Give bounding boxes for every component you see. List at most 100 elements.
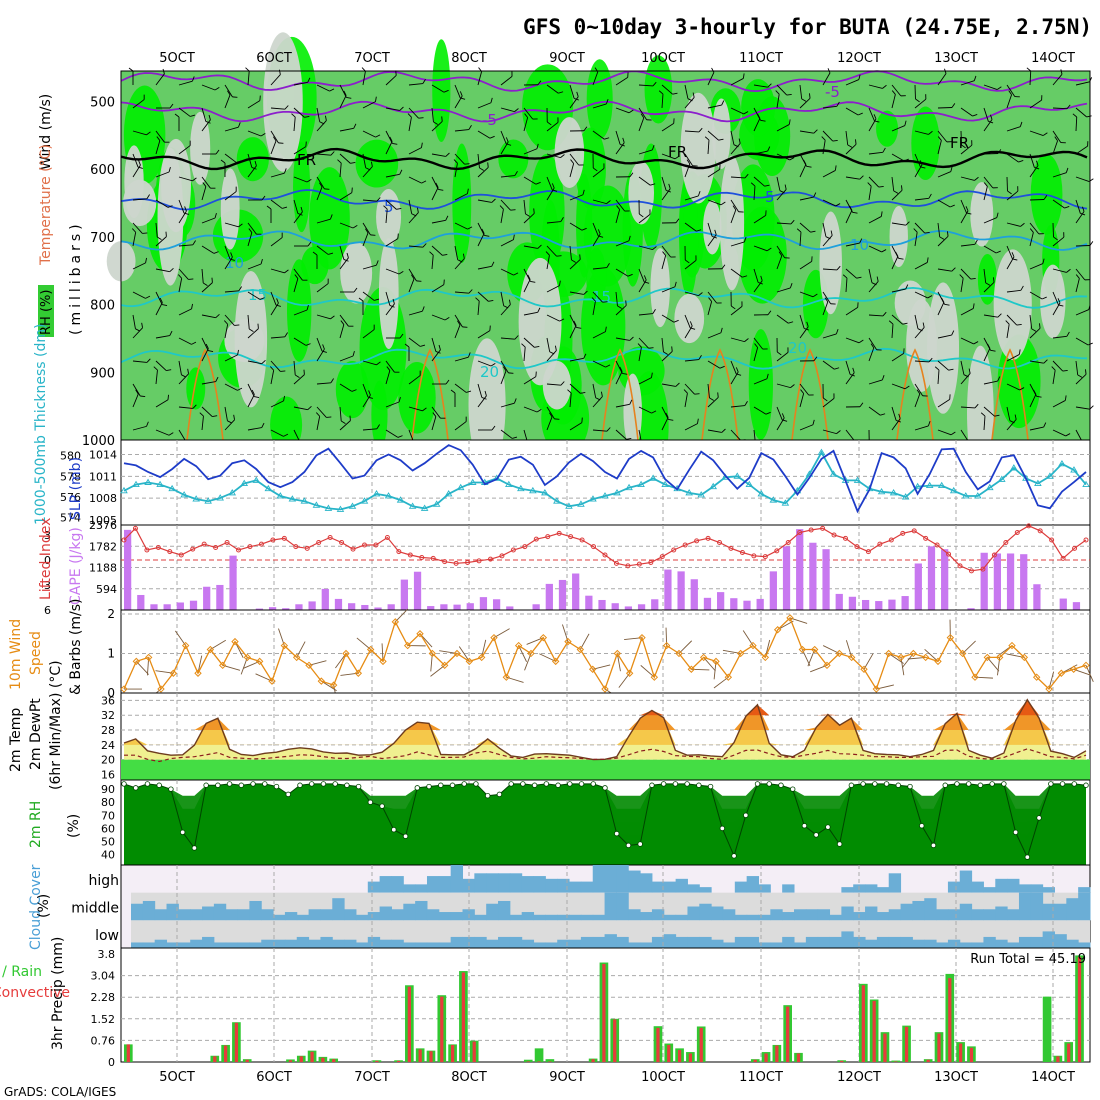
wind-barb [454, 320, 461, 339]
barb-staff [132, 153, 139, 168]
wind10-barb [562, 624, 569, 642]
barb-flag [441, 116, 443, 122]
wind10-point [465, 657, 474, 666]
barb-flag [719, 164, 721, 170]
barb-staff [385, 75, 397, 86]
rh-moist-blob [186, 367, 206, 410]
wind-barb [1006, 176, 1012, 195]
wind-barb [730, 173, 749, 179]
barb-staff [477, 330, 491, 339]
wind10-point [662, 641, 671, 650]
wind-barb [339, 320, 345, 339]
lifted-point [934, 542, 940, 548]
barb-staff [891, 383, 906, 390]
lifted-point [533, 536, 539, 542]
wind10-point [428, 649, 437, 658]
barb-staff [1052, 172, 1067, 178]
wind10-point [1020, 653, 1029, 662]
lifted-point [258, 541, 264, 547]
barb-staff [546, 383, 561, 386]
barb-staff [408, 147, 422, 155]
cloud-bar-middle [533, 914, 546, 921]
wind-barb [178, 303, 193, 316]
wind-barb [270, 168, 287, 178]
wind-barb [523, 244, 542, 249]
wind-barb [638, 107, 652, 121]
rh2m-tick: 70 [101, 809, 115, 822]
barb-flag [637, 343, 642, 348]
wind-barb [937, 130, 952, 143]
barb-staff [845, 143, 857, 155]
ylabel-temp2m: 2m Temp [8, 708, 24, 772]
wind10-barb [678, 640, 693, 654]
top-date-label: 10OCT [641, 51, 685, 66]
barb-staff [937, 302, 945, 316]
lifted-point [1037, 528, 1043, 534]
barb-flag [813, 192, 817, 198]
barb-staff [592, 103, 607, 109]
wind-barb [339, 153, 356, 164]
rh2m-point [531, 782, 538, 788]
wind-barb [638, 337, 654, 349]
wind-barb [845, 402, 864, 408]
temp2m-tick: 16 [101, 768, 115, 781]
barb-flag [214, 86, 220, 91]
barb-flag [554, 345, 557, 351]
thickness-tick: 578 [60, 470, 81, 483]
barb-flag [603, 163, 605, 169]
barb-staff [638, 117, 645, 132]
cape-bar [268, 607, 277, 610]
barb-staff [891, 314, 903, 325]
barb-staff [477, 301, 480, 316]
rh2m-point [473, 781, 479, 787]
lifted-point [625, 563, 631, 569]
barb-staff [247, 100, 261, 109]
rh-moist-blob [748, 329, 773, 440]
barb-flag [742, 275, 748, 278]
barb-staff [684, 97, 695, 109]
wind-barb [523, 406, 542, 413]
wind-barb [1075, 274, 1080, 293]
precip-tick: 3.8 [98, 948, 116, 961]
pressure-tick: 1000 [82, 434, 115, 449]
rh-moist-blob [911, 106, 940, 181]
wind10-point [921, 653, 930, 662]
barb-flag [1016, 324, 1022, 326]
barb-flag [514, 398, 517, 404]
barb-flag [951, 330, 955, 336]
barb-flag [1075, 274, 1080, 279]
rh2m-point [238, 782, 245, 788]
wind-barb [546, 280, 561, 293]
wind-barb [569, 320, 577, 339]
precip-conv-bar [450, 1044, 455, 1062]
barb-staff [385, 238, 399, 247]
wind-barb [293, 176, 312, 183]
wind-barb [293, 405, 312, 411]
wind10-barb [430, 664, 445, 677]
barb-flag [513, 234, 515, 240]
barb-staff [201, 348, 209, 362]
surface-temp-contour [896, 348, 934, 441]
wind-barb [1052, 130, 1066, 144]
wind-barb [270, 298, 279, 316]
rh2m-point [1083, 782, 1089, 788]
thickness-line-point [1058, 459, 1066, 467]
wind-barb [316, 84, 335, 92]
wind-barb [546, 345, 557, 362]
cloud-bar-low [995, 939, 1008, 948]
barb-flag [720, 201, 726, 206]
wind10-point [810, 645, 819, 654]
barb-flag [468, 289, 473, 294]
barb-staff [1075, 406, 1090, 410]
barb-flag [351, 187, 353, 193]
barb-staff [822, 105, 837, 109]
barb-flag [605, 364, 611, 368]
wind-barb [1029, 95, 1043, 109]
wind-barb [408, 142, 423, 155]
wind-barb [224, 252, 233, 270]
barb-staff [247, 314, 250, 329]
wind-barb [339, 90, 347, 109]
wind-barb [178, 107, 196, 117]
barb-flag [1057, 298, 1061, 304]
barb-staff [270, 429, 284, 437]
